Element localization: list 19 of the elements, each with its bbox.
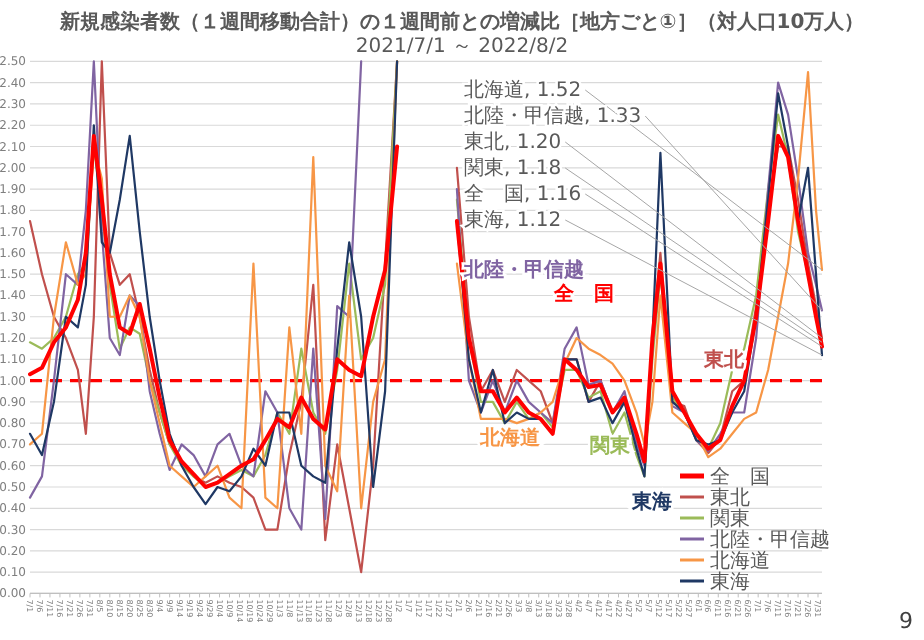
annotation: 東北, 1.20 bbox=[464, 130, 562, 154]
annotation: 関東, 1.18 bbox=[464, 156, 562, 180]
legend-label: 東海 bbox=[710, 570, 750, 594]
annotation: 北陸・甲信越, 1.33 bbox=[464, 104, 642, 128]
legend-label: 東北 bbox=[710, 486, 750, 510]
annotation: 全 国, 1.16 bbox=[464, 182, 582, 206]
text: 9 bbox=[899, 608, 913, 634]
annotation: 全 国 bbox=[552, 282, 614, 306]
legend-label: 全 国 bbox=[710, 465, 770, 489]
chart-title: 新規感染者数（１週間移動合計）の１週間前との増減比［地方ごと①］（対人口10万人） bbox=[57, 10, 865, 34]
annotation: 東海, 1.12 bbox=[464, 208, 562, 232]
annotation: 北海道 bbox=[478, 426, 542, 450]
legend-label: 北海道 bbox=[710, 549, 770, 573]
annotation: 関東 bbox=[590, 434, 632, 458]
chart-subtitle: 2021/7/1 ～ 2022/8/2 bbox=[355, 36, 569, 58]
annotation: 北海道, 1.52 bbox=[464, 78, 582, 102]
legend-label: 関東 bbox=[710, 507, 750, 531]
legend-label: 北陸・甲信越 bbox=[710, 528, 830, 552]
annotation: 東海 bbox=[630, 490, 672, 514]
